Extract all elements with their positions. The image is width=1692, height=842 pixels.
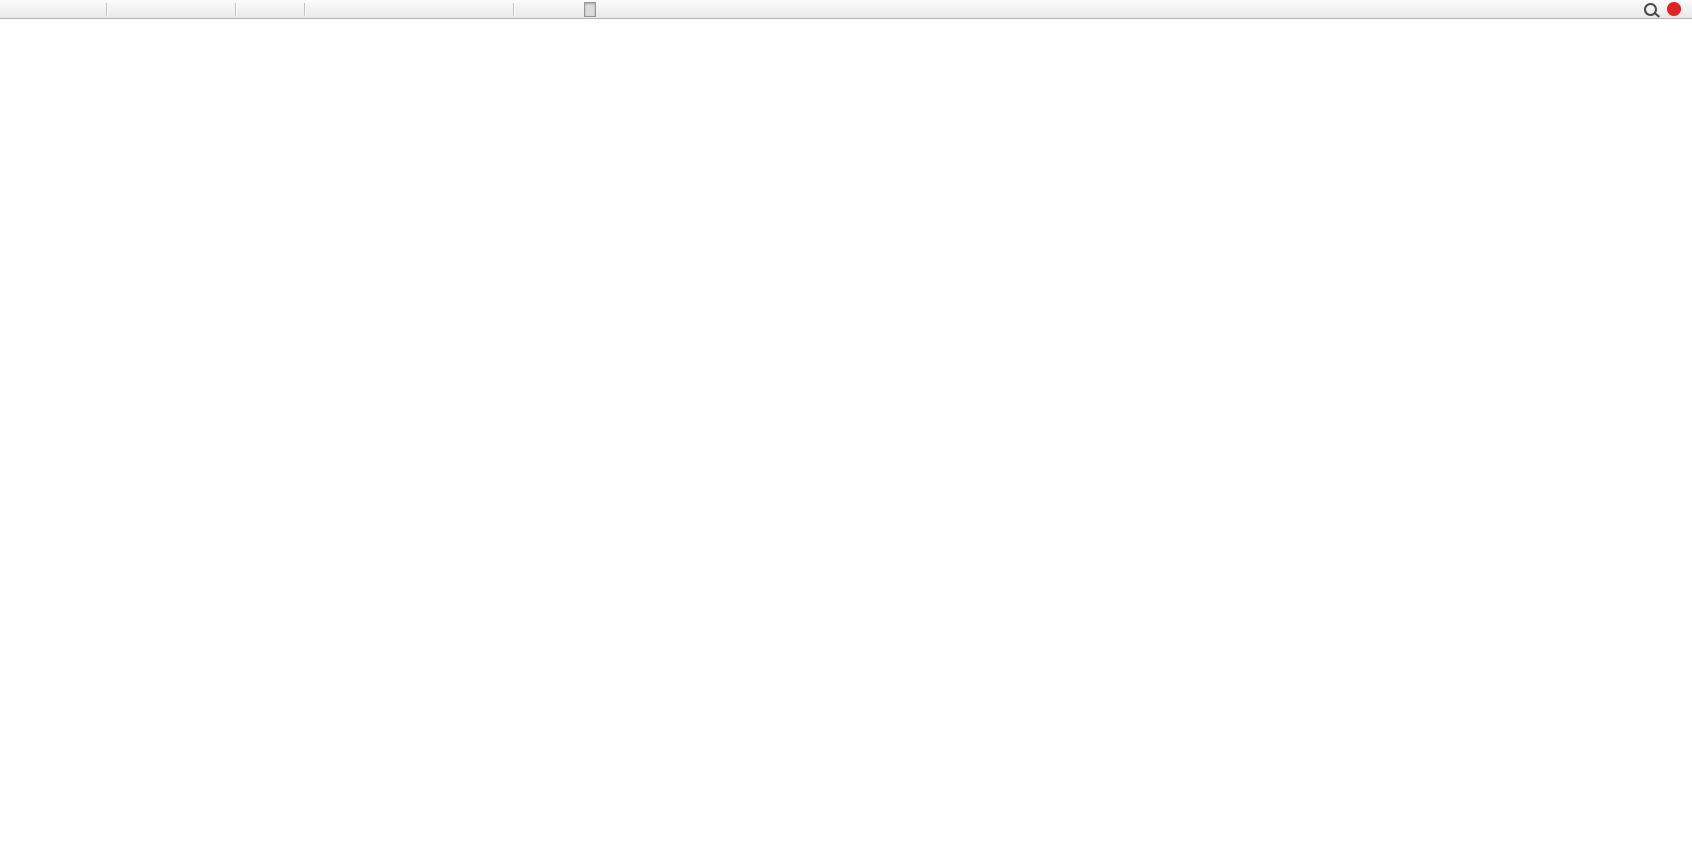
text-label-button[interactable] (470, 1, 489, 17)
zoom-out-button[interactable] (192, 1, 211, 17)
templates-button[interactable] (281, 1, 300, 17)
notification-badge[interactable] (1667, 2, 1681, 16)
arrows-button[interactable] (490, 1, 509, 17)
main-toolbar (0, 0, 1692, 19)
toolbar-separator (106, 2, 108, 16)
trendline-button[interactable] (390, 1, 409, 17)
new-order-button[interactable] (3, 1, 22, 17)
search-icon[interactable] (1644, 2, 1657, 16)
charts-button[interactable] (43, 1, 62, 17)
zoom-in-button[interactable] (172, 1, 191, 17)
cursor-button[interactable] (310, 1, 329, 17)
timeframe-m30[interactable] (558, 2, 570, 17)
time-axis[interactable] (0, 758, 1630, 780)
timeframe-m5[interactable] (532, 2, 544, 17)
timeframe-mn[interactable] (623, 2, 635, 17)
timeframe-w1[interactable] (610, 2, 622, 17)
vertical-line-button[interactable] (350, 1, 369, 17)
macd-indicator-label (5, 558, 11, 569)
rsi-indicator-label (5, 661, 11, 672)
bars-chart-button[interactable] (112, 1, 131, 17)
chart-canvas[interactable] (0, 18, 1692, 842)
timeframe-d1[interactable] (597, 2, 609, 17)
crosshair-button[interactable] (330, 1, 349, 17)
toolbar-separator (304, 2, 306, 16)
price-axis[interactable] (1630, 18, 1692, 758)
text-button[interactable] (450, 1, 469, 17)
line-chart-button[interactable] (152, 1, 171, 17)
horizontal-line-button[interactable] (370, 1, 389, 17)
timeframe-h4[interactable] (584, 1, 596, 17)
auto-trading-button[interactable] (83, 1, 102, 17)
timeframe-m1[interactable] (519, 2, 531, 17)
toolbar-separator (235, 2, 237, 16)
timeframe-m15[interactable] (545, 2, 557, 17)
chart-title (5, 22, 16, 33)
refresh-button[interactable] (63, 1, 82, 17)
indicators-button[interactable] (241, 1, 260, 17)
candlestick-chart-button[interactable] (132, 1, 151, 17)
profiles-button[interactable] (23, 1, 42, 17)
fibonacci-button[interactable] (430, 1, 449, 17)
timeframe-h1[interactable] (571, 2, 583, 17)
tile-windows-button[interactable] (212, 1, 231, 17)
periods-button[interactable] (261, 1, 280, 17)
toolbar-separator (513, 2, 515, 16)
toolbar-right-group (1644, 2, 1689, 16)
equidistant-channel-button[interactable] (410, 1, 429, 17)
